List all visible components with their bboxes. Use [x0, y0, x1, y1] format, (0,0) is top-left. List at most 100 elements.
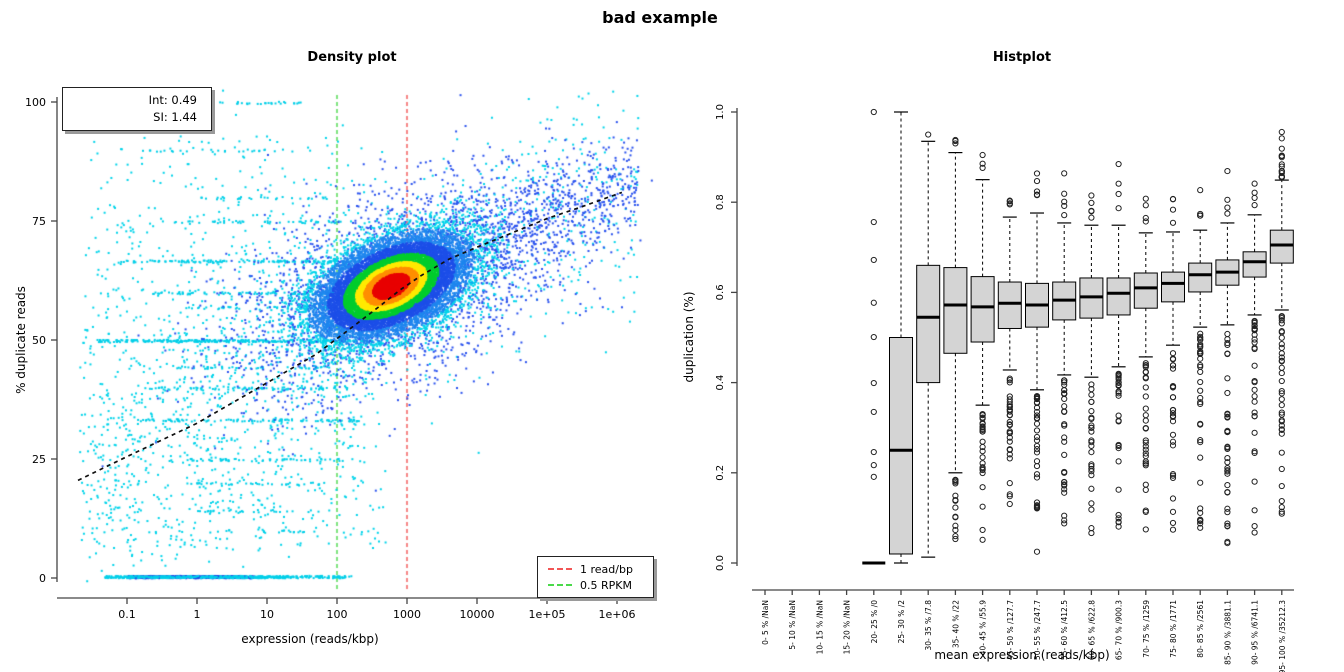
- outlier-point: [979, 454, 986, 461]
- histplot-yaxis-label: duplication (%): [682, 291, 696, 383]
- outlier-point: [1251, 398, 1258, 405]
- outlier-point: [1088, 199, 1095, 206]
- outlier-point: [1224, 489, 1231, 496]
- outlier-point: [1061, 478, 1068, 486]
- outlier-point: [979, 160, 986, 167]
- outlier-point: [1251, 319, 1258, 327]
- outlier-point: [1088, 500, 1095, 507]
- histplot-x-tick-label: 55- 60 % /412.5: [1060, 600, 1069, 660]
- outlier-point: [1088, 485, 1095, 492]
- outlier-point: [1224, 445, 1231, 453]
- outlier-point: [979, 448, 986, 455]
- outlier-point: [1224, 443, 1231, 450]
- outlier-point: [1033, 412, 1041, 419]
- outlier-point: [1115, 486, 1122, 493]
- boxplot-category-6: [889, 111, 913, 564]
- outlier-point: [1278, 135, 1285, 142]
- outlier-point: [1033, 471, 1041, 478]
- outlier-point: [1224, 341, 1231, 349]
- outlier-point: [1278, 334, 1285, 341]
- outlier-point: [1278, 409, 1285, 416]
- histplot-x-tick-label: 0- 5 % /NaN: [761, 600, 770, 645]
- outlier-point: [1142, 202, 1149, 209]
- outlier-point: [1197, 509, 1204, 516]
- outlier-point: [1224, 210, 1231, 217]
- outlier-point: [1142, 437, 1149, 444]
- outlier-point: [1115, 392, 1122, 399]
- outlier-point: [1278, 169, 1285, 177]
- outlier-point: [1278, 317, 1285, 324]
- outlier-point: [1278, 377, 1285, 385]
- outlier-point: [1278, 320, 1285, 327]
- outlier-point: [1142, 526, 1149, 533]
- outlier-point: [1006, 393, 1013, 400]
- histplot-x-tick-label: 10- 15 % /NaN: [815, 600, 824, 654]
- outlier-point: [979, 414, 986, 421]
- outlier-point: [1142, 486, 1149, 493]
- outlier-point: [1115, 160, 1122, 168]
- outlier-point: [1061, 422, 1068, 429]
- outlier-point: [1115, 388, 1122, 395]
- histplot-y-tick-label: 0.4: [715, 375, 726, 391]
- outlier-point: [870, 462, 877, 469]
- histplot-x-tick-label: 30- 35 % /7.8: [924, 600, 933, 651]
- outlier-point: [1142, 460, 1149, 467]
- outlier-point: [1224, 414, 1231, 421]
- outlier-point: [1006, 421, 1013, 428]
- outlier-point: [1224, 196, 1231, 203]
- histplot-x-tick-label: 60- 65 % /622.8: [1087, 600, 1096, 660]
- box: [889, 337, 913, 555]
- outlier-point: [1142, 195, 1149, 202]
- box: [997, 281, 1022, 329]
- outlier-point: [1061, 212, 1068, 219]
- outlier-point: [1169, 206, 1177, 213]
- histplot-y-tick-label: 0.0: [715, 555, 726, 571]
- outlier-point: [952, 513, 959, 520]
- outlier-point: [1006, 418, 1013, 425]
- outlier-point: [1278, 402, 1285, 409]
- outlier-point: [1224, 410, 1231, 417]
- outlier-point: [1251, 386, 1258, 393]
- outlier-point: [952, 478, 959, 485]
- histplot-y-tick-label: 0.2: [715, 465, 726, 481]
- outlier-point: [1033, 433, 1041, 441]
- density-y-tick-label: 0: [39, 572, 46, 585]
- outlier-point: [1224, 470, 1231, 477]
- outlier-point: [1197, 517, 1204, 525]
- boxplot-category-12: [1052, 170, 1077, 527]
- outlier-point: [1033, 408, 1041, 416]
- outlier-point: [1169, 365, 1177, 372]
- outlier-point: [1033, 458, 1041, 465]
- outlier-point: [1088, 437, 1095, 444]
- outlier-point: [979, 484, 986, 491]
- outlier-point: [1115, 511, 1122, 519]
- outlier-point: [1006, 493, 1013, 500]
- outlier-point: [979, 464, 986, 471]
- outlier-point: [1169, 362, 1177, 369]
- outlier-point: [1061, 489, 1068, 496]
- density-x-tick-label: 1e+05: [529, 608, 566, 621]
- outlier-point: [1278, 504, 1285, 511]
- boxplot-category-8: [943, 136, 968, 543]
- outlier-point: [1224, 339, 1231, 347]
- outlier-point: [979, 469, 986, 477]
- outlier-point: [1278, 312, 1285, 320]
- outlier-point: [1251, 344, 1258, 351]
- outlier-point: [1088, 529, 1095, 537]
- density-x-tick-label: 10: [260, 608, 274, 621]
- outlier-point: [1251, 413, 1258, 420]
- histplot-x-tick-label: 5- 10 % /NaN: [788, 600, 797, 650]
- green-dashed-line-icon: [548, 584, 572, 586]
- outlier-point: [1061, 395, 1068, 403]
- outlier-point: [1142, 362, 1149, 369]
- outlier-point: [952, 535, 959, 543]
- outlier-point: [1006, 375, 1013, 382]
- outlier-point: [870, 408, 877, 416]
- outlier-point: [1224, 330, 1231, 338]
- boxplot-category-7: [916, 131, 941, 558]
- outlier-point: [1061, 381, 1068, 388]
- outlier-point: [1006, 379, 1013, 386]
- outlier-point: [1169, 219, 1177, 226]
- outlier-point: [1278, 354, 1285, 361]
